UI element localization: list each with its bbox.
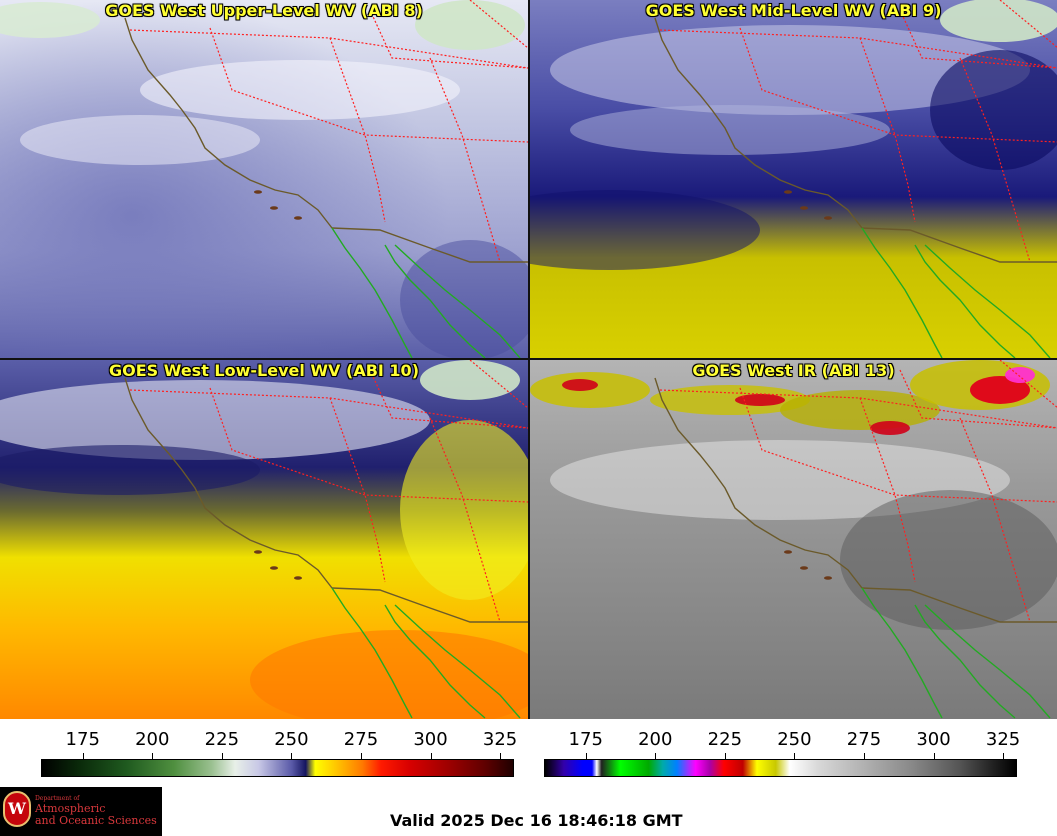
island-marker <box>800 206 808 210</box>
upper-level-wv-image <box>0 0 528 358</box>
mexico-mainland-coast <box>394 244 521 358</box>
wv-colorbar-scale <box>41 759 514 777</box>
ir-colorbar-tick-mark <box>655 753 657 759</box>
us-coastline <box>654 17 863 229</box>
aos-logo: W Department of Atmospheric and Oceanic … <box>0 787 162 836</box>
state-border-line <box>999 0 1057 48</box>
valid-time-label: Valid 2025 Dec 16 18:46:18 GMT <box>390 811 683 830</box>
ir-colorbar-tick-label: 225 <box>707 729 743 750</box>
island-marker <box>270 206 278 210</box>
ir-colorbar-tick-mark <box>585 753 587 759</box>
wv-colorbar-tick-label: 250 <box>274 729 309 750</box>
wv-colorbar-tick-mark <box>291 753 293 759</box>
gulf-of-california-coast <box>384 604 486 719</box>
panel-title: GOES West IR (ABI 13) <box>692 361 895 380</box>
island-marker <box>784 190 792 194</box>
island-marker <box>824 576 832 580</box>
us-mexico-border <box>331 227 528 263</box>
ir-colorbar-tick-mark <box>933 753 935 759</box>
logo-dept-line: Department of <box>35 795 80 802</box>
mexico-mainland-coast <box>924 244 1051 358</box>
logo-line-1: Atmospheric <box>35 802 106 815</box>
mid-level-wv-image <box>530 0 1057 358</box>
island-marker <box>800 566 808 570</box>
ir-colorbar-tick-label: 175 <box>568 729 603 750</box>
mexico-mainland-coast <box>924 604 1051 719</box>
mexico-coastline <box>331 227 413 358</box>
mid-level-wv-panel: GOES West Mid-Level WV (ABI 9) <box>530 0 1057 358</box>
ir-colorbar-scale <box>544 759 1017 777</box>
state-border-line <box>469 0 528 49</box>
wv-colorbar-tick-mark <box>82 753 84 759</box>
upper-level-wv-panel: GOES West Upper-Level WV (ABI 8) <box>0 0 528 358</box>
us-mexico-border <box>331 587 528 623</box>
wv-colorbar-tick-label: 175 <box>65 729 100 750</box>
state-border-line <box>899 9 1057 69</box>
wv-colorbar-tick-mark <box>500 753 502 759</box>
state-border-line <box>329 397 386 583</box>
ir-colorbar-tick-label: 325 <box>985 729 1021 750</box>
mexico-mainland-coast <box>394 604 521 719</box>
logo-line-2: and Oceanic Sciences <box>35 814 157 827</box>
panel-title: GOES West Mid-Level WV (ABI 9) <box>645 1 942 20</box>
wv-colorbar-tick-mark <box>152 753 154 759</box>
gulf-of-california-coast <box>384 244 486 358</box>
state-border-line <box>469 360 528 409</box>
wv-colorbar-tick-label: 200 <box>135 729 170 750</box>
ir-colorbar-tick-label: 275 <box>846 729 882 750</box>
wv-colorbar-tick-label: 225 <box>204 729 240 750</box>
wv-colorbar-tick-label: 325 <box>482 729 518 750</box>
island-marker <box>254 550 262 554</box>
panel-divider-horizontal <box>0 358 1057 360</box>
ir-colorbar-tick-mark <box>1003 753 1005 759</box>
state-border-line <box>859 397 916 583</box>
wv-colorbar-tick-label: 300 <box>413 729 448 750</box>
uw-seal-icon: W <box>3 791 31 827</box>
us-coastline <box>124 377 333 589</box>
us-mexico-border <box>861 587 1057 623</box>
mexico-coastline <box>331 587 413 719</box>
ir-image <box>530 360 1057 719</box>
low-level-wv-panel: GOES West Low-Level WV (ABI 10) <box>0 360 528 719</box>
state-border-line <box>899 369 1057 429</box>
island-marker <box>824 216 832 220</box>
ir-colorbar-tick-label: 200 <box>638 729 673 750</box>
wv-colorbar-tick-label: 275 <box>343 729 379 750</box>
state-border-line <box>739 27 1057 143</box>
us-coastline <box>654 377 863 589</box>
gulf-of-california-coast <box>914 244 1016 358</box>
wv-colorbar-tick-mark <box>221 753 223 759</box>
mexico-coastline <box>861 227 943 358</box>
island-marker <box>294 576 302 580</box>
panel-title: GOES West Low-Level WV (ABI 10) <box>108 361 419 380</box>
wv-colorbar-tick-mark <box>360 753 362 759</box>
state-border-line <box>859 37 916 223</box>
island-marker <box>270 566 278 570</box>
state-border-line <box>209 27 528 143</box>
mexico-coastline <box>861 587 943 719</box>
state-border-line <box>209 387 528 503</box>
island-marker <box>294 216 302 220</box>
wv-colorbar-tick-mark <box>430 753 432 759</box>
ir-colorbar-tick-label: 300 <box>916 729 951 750</box>
island-marker <box>254 190 262 194</box>
ir-colorbar-tick-label: 250 <box>777 729 812 750</box>
ir-panel: GOES West IR (ABI 13) <box>530 360 1057 719</box>
state-border-line <box>329 37 386 223</box>
gulf-of-california-coast <box>914 604 1016 719</box>
low-level-wv-image <box>0 360 528 719</box>
us-coastline <box>124 17 333 229</box>
ir-colorbar-tick-mark <box>863 753 865 759</box>
island-marker <box>784 550 792 554</box>
ir-colorbar-tick-mark <box>794 753 796 759</box>
us-mexico-border <box>861 227 1057 263</box>
state-border-line <box>369 369 528 429</box>
state-border-line <box>999 360 1057 408</box>
panel-title: GOES West Upper-Level WV (ABI 8) <box>105 1 423 20</box>
state-border-line <box>739 387 1057 503</box>
state-border-line <box>369 9 528 69</box>
ir-colorbar-tick-mark <box>724 753 726 759</box>
